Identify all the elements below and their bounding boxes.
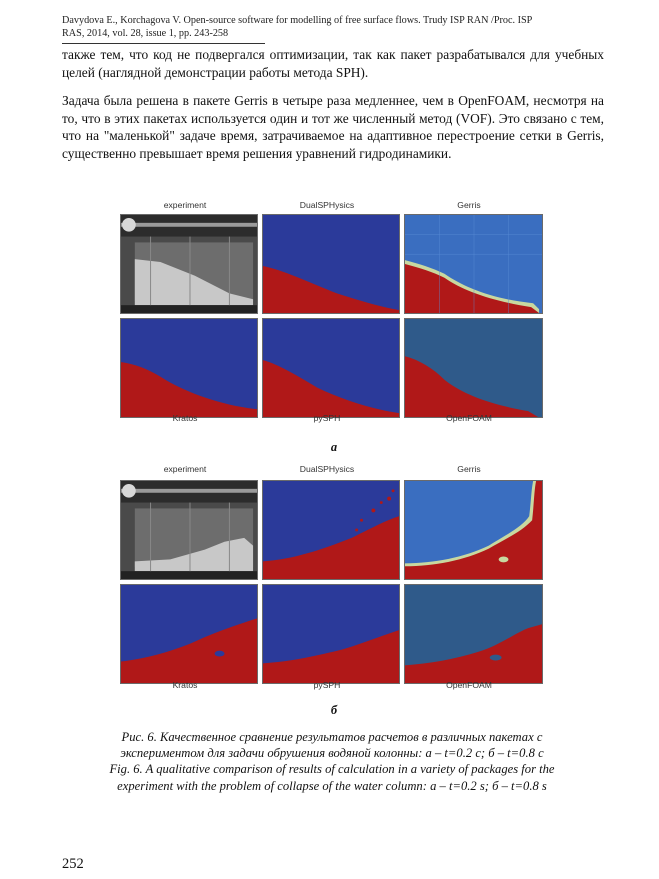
sim-pysph-b	[263, 585, 399, 683]
figure-letter-a: а	[330, 440, 338, 454]
body-paragraph-2: Задача была решена в пакете Gerris в чет…	[62, 93, 604, 161]
header-rule	[62, 43, 265, 44]
caption-ru-line-1: Рис. 6. Качественное сравнение результат…	[121, 730, 543, 744]
panel-a-experiment	[120, 214, 258, 314]
label-a-kratos: Kratos	[172, 413, 198, 423]
panel-b-gerris	[404, 480, 543, 580]
photo-experiment-b	[121, 481, 257, 579]
label-b-pysph: pySPH	[313, 680, 341, 690]
panel-a-dualsphysics	[262, 214, 400, 314]
caption-en-line-2: experiment with the problem of collapse …	[117, 778, 547, 793]
label-a-pysph: pySPH	[313, 413, 341, 423]
photo-experiment-a	[121, 215, 257, 313]
figure-part-a-grid	[120, 214, 550, 418]
panel-a-gerris	[404, 214, 543, 314]
sim-pysph-a	[263, 319, 399, 417]
label-a-gerris: Gerris	[457, 200, 481, 210]
label-b-openfoam: OpenFOAM	[446, 680, 492, 690]
panel-a-kratos	[120, 318, 258, 418]
body-paragraph-1: также тем, что код не подвергался оптими…	[62, 47, 604, 80]
panel-a-pysph	[262, 318, 400, 418]
label-b-kratos: Kratos	[172, 680, 198, 690]
panel-b-dualsphysics	[262, 480, 400, 580]
label-b-experiment: experiment	[163, 464, 207, 474]
label-a-openfoam: OpenFOAM	[446, 413, 492, 423]
sim-openfoam-b	[405, 585, 542, 683]
panel-a-openfoam	[404, 318, 543, 418]
header-line-1: Davydova E., Korchagova V. Open-source s…	[62, 15, 533, 26]
sim-gerris-a	[405, 215, 542, 313]
figure-caption: Рис. 6. Качественное сравнение результат…	[62, 729, 602, 794]
panel-b-kratos	[120, 584, 258, 684]
panel-b-openfoam	[404, 584, 543, 684]
panel-b-pysph	[262, 584, 400, 684]
figure-letter-b: б	[330, 703, 338, 717]
label-a-experiment: experiment	[163, 200, 207, 210]
running-header: Davydova E., Korchagova V. Open-source s…	[62, 15, 602, 40]
label-b-gerris: Gerris	[457, 464, 481, 474]
figure-part-b-grid	[120, 480, 550, 684]
caption-en-line-1: Fig. 6. A qualitative comparison of resu…	[109, 762, 555, 777]
sim-kratos-a	[121, 319, 257, 417]
sim-dualsphysics-a	[263, 215, 399, 313]
panel-b-experiment	[120, 480, 258, 580]
caption-ru-line-2: экспериментом для задачи обрушения водян…	[120, 746, 544, 761]
sim-dualsphysics-b	[263, 481, 399, 579]
page-number: 252	[62, 856, 84, 872]
sim-kratos-b	[121, 585, 257, 683]
label-a-dualsphysics: DualSPHysics	[299, 200, 355, 210]
label-b-dualsphysics: DualSPHysics	[299, 464, 355, 474]
sim-openfoam-a	[405, 319, 542, 417]
sim-gerris-b	[405, 481, 542, 579]
header-line-2: RAS, 2014, vol. 28, issue 1, pp. 243-258	[62, 27, 229, 39]
